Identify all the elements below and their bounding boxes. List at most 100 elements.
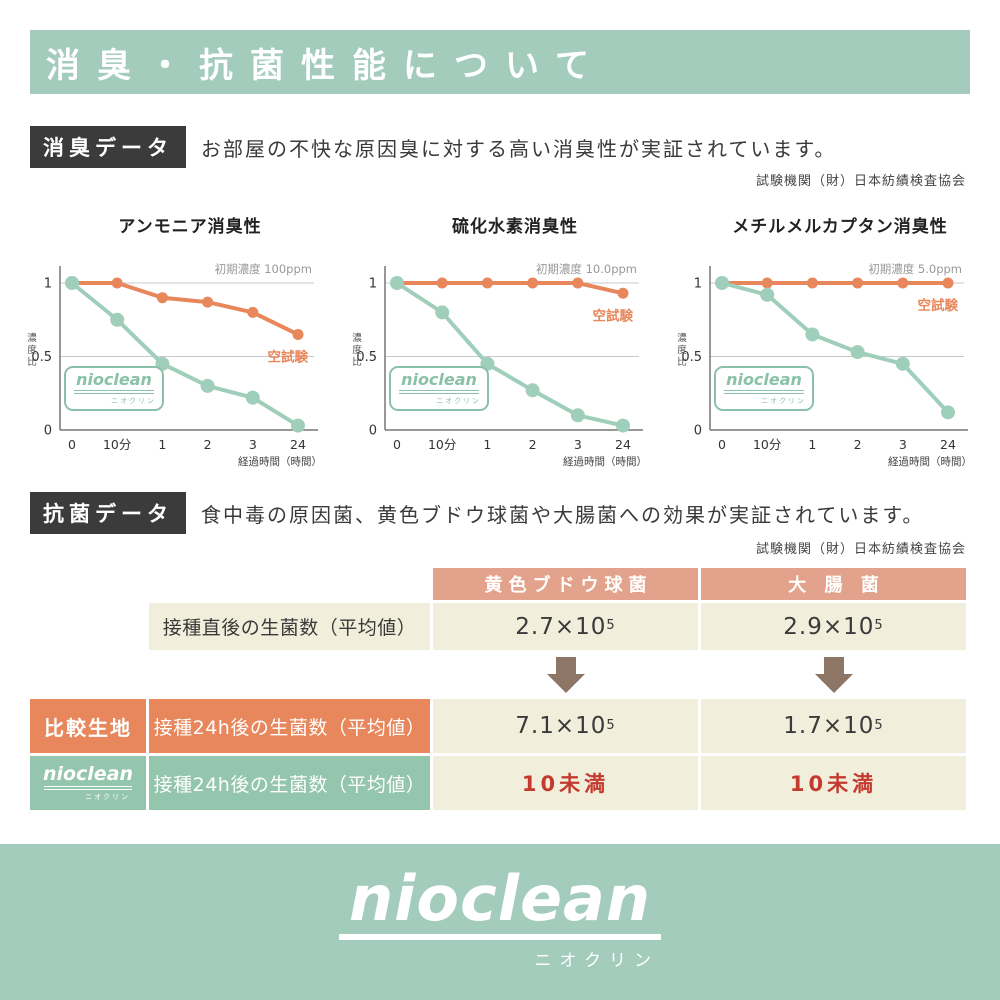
logo-underline <box>74 390 154 394</box>
antibacterial-section-header: 抗菌データ 食中毒の原因菌、黄色ブドウ球菌や大腸菌への効果が実証されています。 <box>30 492 924 534</box>
svg-text:濃: 濃 <box>27 332 37 344</box>
svg-text:0.5: 0.5 <box>356 350 377 365</box>
svg-text:2: 2 <box>529 437 537 452</box>
value-initial-ecoli: 2.9×10 5 <box>701 603 966 650</box>
deodorant-line-chart: 1 0.5 0 濃度比 初期濃度 10.0ppm 0 10分 1 2 3 24 経過時間（時間） 空試験 <box>352 262 647 468</box>
nioclean-katakana: ニオクリン <box>111 397 156 405</box>
deodorant-line-chart: 1 0.5 0 濃度比 初期濃度 5.0ppm 0 10分 1 2 3 24 経過時間（時間） 空試験 <box>677 262 972 468</box>
nioclean-wordmark: nioclean <box>76 370 152 389</box>
svg-text:空試験: 空試験 <box>268 348 309 365</box>
svg-text:0.5: 0.5 <box>31 350 52 365</box>
page-title: 消臭・抗菌性能について <box>46 45 606 86</box>
svg-text:経過時間（時間）: 経過時間（時間） <box>563 455 647 468</box>
chart-title-ammonia: アンモニア消臭性 <box>118 217 262 237</box>
footer-banner: nioclean ニオクリン <box>0 844 1000 1000</box>
svg-text:空試験: 空試験 <box>593 307 634 324</box>
value-24h-comparison-ecoli: 1.7×10 5 <box>701 699 966 753</box>
svg-text:1: 1 <box>44 277 52 292</box>
nioclean-katakana: ニオクリン <box>85 792 130 801</box>
svg-text:0.5: 0.5 <box>681 350 702 365</box>
antibacterial-data-badge: 抗菌データ <box>30 492 186 534</box>
svg-text:1: 1 <box>694 277 702 292</box>
chart-plot-ammonia: 1 0.5 0 濃度比 初期濃度 100ppm 0 10分 1 2 3 24 経過時間（時間） 空試験 <box>16 238 334 482</box>
svg-text:濃: 濃 <box>677 332 687 344</box>
nioclean-logo-badge: nioclean ニオクリン <box>389 366 489 411</box>
nioclean-logo-badge: nioclean ニオクリン <box>64 366 164 411</box>
svg-text:3: 3 <box>249 437 257 452</box>
svg-text:初期濃度 5.0ppm: 初期濃度 5.0ppm <box>868 262 962 276</box>
svg-text:経過時間（時間）: 経過時間（時間） <box>888 455 972 468</box>
logo-underline <box>399 390 479 394</box>
arrow-down-staph-cell <box>433 653 698 696</box>
nioclean-wordmark: nioclean <box>401 370 477 389</box>
nioclean-katakana: ニオクリン <box>436 397 481 405</box>
chart-title-methyl-mercaptan: メチルメルカプタン消臭性 <box>732 217 948 237</box>
row-header-comparison-fabric: 比較生地 <box>30 699 146 753</box>
value-24h-nioclean-ecoli: 10未満 <box>701 756 966 810</box>
nioclean-wordmark: nioclean <box>348 862 651 935</box>
value-24h-nioclean-staph: 10未満 <box>433 756 698 810</box>
row-header-nioclean: nioclean ニオクリン <box>30 756 146 810</box>
value-initial-staph: 2.7×10 5 <box>433 603 698 650</box>
svg-text:10分: 10分 <box>428 437 456 452</box>
svg-text:比: 比 <box>677 356 687 368</box>
svg-text:比: 比 <box>352 356 362 368</box>
svg-text:0: 0 <box>393 437 401 452</box>
svg-text:2: 2 <box>854 437 862 452</box>
arrow-down-icon <box>814 656 853 693</box>
row-label-24h-nioclean: 接種24h後の生菌数（平均値） <box>149 756 430 810</box>
value-24h-comparison-staph: 7.1×10 5 <box>433 699 698 753</box>
svg-text:度: 度 <box>27 344 37 356</box>
deodorant-section-header: 消臭データ お部屋の不快な原因臭に対する高い消臭性が実証されています。 <box>30 126 836 168</box>
table-header-ecoli: 大 腸 菌 <box>701 568 966 600</box>
antibacterial-table: 黄色ブドウ球菌 大 腸 菌 接種直後の生菌数（平均値） 2.7×10 5 2.9×… <box>30 568 966 810</box>
antibacterial-description: 食中毒の原因菌、黄色ブドウ球菌や大腸菌への効果が実証されています。 <box>201 502 925 527</box>
chart-plot-methyl-mercaptan: 1 0.5 0 濃度比 初期濃度 5.0ppm 0 10分 1 2 3 24 経過時間（時間） 空試験 <box>666 238 984 482</box>
nioclean-logo-badge: nioclean ニオクリン <box>714 366 814 411</box>
svg-text:3: 3 <box>899 437 907 452</box>
svg-text:1: 1 <box>483 437 491 452</box>
svg-text:比: 比 <box>27 356 37 368</box>
svg-text:0: 0 <box>694 424 702 439</box>
nioclean-wordmark: nioclean <box>42 762 134 785</box>
svg-text:1: 1 <box>158 437 166 452</box>
logo-underline <box>339 934 661 940</box>
row-label-24h-comparison: 接種24h後の生菌数（平均値） <box>149 699 430 753</box>
chart-plot-hydrogen-sulfide: 1 0.5 0 濃度比 初期濃度 10.0ppm 0 10分 1 2 3 24 経過時間（時間） 空試験 <box>341 238 659 482</box>
deodorant-data-badge: 消臭データ <box>30 126 186 168</box>
svg-text:1: 1 <box>369 277 377 292</box>
svg-text:3: 3 <box>574 437 582 452</box>
nioclean-logo-large: nioclean ニオクリン <box>335 868 665 971</box>
svg-text:濃: 濃 <box>352 332 362 344</box>
chart-title-hydrogen-sulfide: 硫化水素消臭性 <box>452 217 578 237</box>
svg-text:経過時間（時間）: 経過時間（時間） <box>238 455 322 468</box>
chart-hydrogen-sulfide: 硫化水素消臭性 1 0.5 0 濃度比 初期濃度 10.0ppm 0 10分 1 2 3 24 経過時… <box>341 212 659 482</box>
deodorant-description: お部屋の不快な原因臭に対する高い消臭性が実証されています。 <box>201 136 837 161</box>
svg-text:24: 24 <box>615 437 631 452</box>
logo-underline <box>724 390 804 394</box>
svg-text:0: 0 <box>369 424 377 439</box>
svg-text:0: 0 <box>68 437 76 452</box>
row-label-initial-count: 接種直後の生菌数（平均値） <box>149 603 430 650</box>
nioclean-katakana: ニオクリン <box>761 397 806 405</box>
svg-text:度: 度 <box>677 344 687 356</box>
chart-methyl-mercaptan: メチルメルカプタン消臭性 1 0.5 0 濃度比 初期濃度 5.0ppm 0 10分 1 2 3 2… <box>666 212 984 482</box>
svg-text:10分: 10分 <box>753 437 781 452</box>
nioclean-logo-badge: nioclean ニオクリン <box>38 762 138 802</box>
test-agency-note-antibacterial: 試験機関（財）日本紡績検査協会 <box>755 542 966 557</box>
page-header: 消臭・抗菌性能について <box>30 30 970 94</box>
test-agency-note-deodorant: 試験機関（財）日本紡績検査協会 <box>755 174 966 189</box>
logo-underline <box>44 785 132 790</box>
deodorant-line-chart: 1 0.5 0 濃度比 初期濃度 100ppm 0 10分 1 2 3 24 経過時間（時間） 空試験 <box>27 262 322 468</box>
svg-text:0: 0 <box>718 437 726 452</box>
svg-text:1: 1 <box>808 437 816 452</box>
table-header-staphylococcus: 黄色ブドウ球菌 <box>433 568 698 600</box>
arrow-down-icon <box>546 656 585 693</box>
svg-text:24: 24 <box>940 437 956 452</box>
deodorant-charts-row: アンモニア消臭性 1 0.5 0 濃度比 初期濃度 100ppm 0 10分 1 2 3 24 経過時… <box>16 212 984 482</box>
svg-text:10分: 10分 <box>103 437 131 452</box>
svg-text:度: 度 <box>352 344 362 356</box>
svg-text:初期濃度 100ppm: 初期濃度 100ppm <box>215 262 312 276</box>
svg-text:2: 2 <box>204 437 212 452</box>
